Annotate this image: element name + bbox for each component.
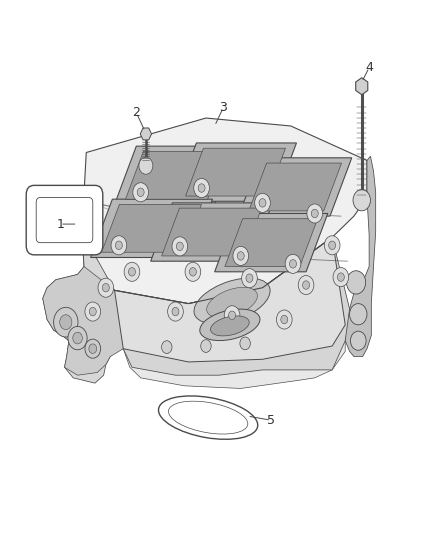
Circle shape xyxy=(198,184,205,192)
Circle shape xyxy=(185,262,201,281)
Circle shape xyxy=(162,341,172,353)
Circle shape xyxy=(353,190,371,211)
Circle shape xyxy=(201,340,211,352)
Circle shape xyxy=(224,306,240,325)
Circle shape xyxy=(189,268,196,276)
Circle shape xyxy=(116,241,122,249)
Circle shape xyxy=(128,268,135,276)
Polygon shape xyxy=(239,158,352,216)
Circle shape xyxy=(324,236,340,255)
Polygon shape xyxy=(91,199,212,257)
Polygon shape xyxy=(356,78,368,95)
Text: 3: 3 xyxy=(219,101,227,114)
Circle shape xyxy=(60,315,72,329)
Circle shape xyxy=(337,273,344,281)
Circle shape xyxy=(133,183,148,202)
Circle shape xyxy=(333,268,349,287)
Ellipse shape xyxy=(159,396,258,439)
Polygon shape xyxy=(43,232,130,383)
Circle shape xyxy=(290,260,297,268)
Circle shape xyxy=(124,262,140,281)
Circle shape xyxy=(172,237,187,256)
Circle shape xyxy=(137,188,144,197)
Circle shape xyxy=(89,308,96,316)
Ellipse shape xyxy=(211,316,249,336)
Polygon shape xyxy=(186,148,286,196)
Polygon shape xyxy=(175,143,297,201)
Circle shape xyxy=(85,339,101,358)
Circle shape xyxy=(259,199,266,207)
Polygon shape xyxy=(345,156,376,357)
Polygon shape xyxy=(115,237,345,362)
Polygon shape xyxy=(126,151,226,199)
Circle shape xyxy=(53,308,78,337)
Polygon shape xyxy=(115,237,345,389)
Circle shape xyxy=(111,236,127,255)
Circle shape xyxy=(276,310,292,329)
Circle shape xyxy=(307,204,322,223)
Circle shape xyxy=(168,302,184,321)
Circle shape xyxy=(68,326,87,350)
Ellipse shape xyxy=(207,287,258,318)
Text: 2: 2 xyxy=(132,106,140,119)
Polygon shape xyxy=(215,214,328,272)
Polygon shape xyxy=(115,146,237,205)
Circle shape xyxy=(311,209,318,217)
Circle shape xyxy=(177,242,184,251)
Circle shape xyxy=(303,281,310,289)
Circle shape xyxy=(328,241,336,249)
Circle shape xyxy=(350,304,367,325)
Circle shape xyxy=(233,246,249,265)
Circle shape xyxy=(194,179,209,198)
Circle shape xyxy=(237,252,244,260)
Circle shape xyxy=(346,271,366,294)
Circle shape xyxy=(139,157,153,174)
Circle shape xyxy=(98,278,114,297)
Circle shape xyxy=(102,284,110,292)
Polygon shape xyxy=(140,128,152,140)
Circle shape xyxy=(89,344,97,353)
Circle shape xyxy=(242,269,257,288)
Polygon shape xyxy=(102,205,201,252)
Circle shape xyxy=(172,308,179,316)
Text: 1: 1 xyxy=(56,217,64,231)
Circle shape xyxy=(85,302,101,321)
Polygon shape xyxy=(225,219,318,266)
Circle shape xyxy=(254,193,270,213)
Circle shape xyxy=(285,254,301,273)
Polygon shape xyxy=(151,203,272,261)
Text: 4: 4 xyxy=(365,61,373,74)
Circle shape xyxy=(240,337,251,350)
FancyBboxPatch shape xyxy=(26,185,103,255)
Circle shape xyxy=(350,331,366,350)
Polygon shape xyxy=(162,208,261,256)
Circle shape xyxy=(246,274,253,282)
Text: 5: 5 xyxy=(267,414,275,427)
Ellipse shape xyxy=(194,278,270,324)
Polygon shape xyxy=(43,266,130,375)
Circle shape xyxy=(229,311,236,319)
Circle shape xyxy=(298,276,314,295)
Polygon shape xyxy=(123,237,350,375)
Circle shape xyxy=(73,332,82,344)
Ellipse shape xyxy=(200,309,260,341)
Polygon shape xyxy=(82,118,367,304)
Polygon shape xyxy=(249,163,342,211)
Circle shape xyxy=(281,316,288,324)
